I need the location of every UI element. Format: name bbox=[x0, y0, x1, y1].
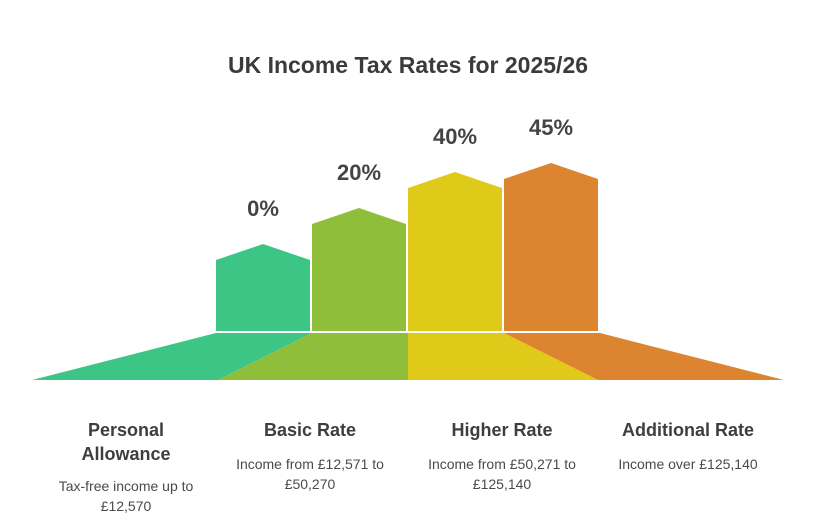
tier-additional-rate: Additional Rate Income over £125,140 bbox=[600, 418, 776, 474]
tier-description: Income over £125,140 bbox=[618, 456, 758, 472]
base-segment-basic-rate bbox=[218, 333, 408, 380]
base-segment-additional-rate bbox=[504, 333, 784, 380]
diagram-title: UK Income Tax Rates for 2025/26 bbox=[227, 52, 589, 78]
column-personal-allowance bbox=[216, 244, 310, 331]
tier-name: Higher Rate bbox=[451, 420, 553, 440]
base-segment-personal-allowance bbox=[32, 333, 312, 380]
tier-higher-rate: Higher Rate Income from £50,271 to £125,… bbox=[414, 418, 590, 494]
base-segment-higher-rate bbox=[408, 333, 598, 380]
column-basic-rate bbox=[312, 208, 406, 331]
tier-description: Income from £12,571 to £50,270 bbox=[236, 456, 384, 492]
rate-value-personal-allowance: 0% bbox=[247, 196, 279, 221]
tier-description: Income from £50,271 to £125,140 bbox=[428, 456, 576, 492]
tier-name: Additional Rate bbox=[621, 420, 754, 440]
rate-value-additional-rate: 45% bbox=[528, 115, 574, 140]
tier-description: Tax-free income up to £12,570 bbox=[58, 478, 194, 514]
tier-personal-allowance: Personal Allowance Tax-free income up to… bbox=[36, 418, 216, 516]
rate-value-higher-rate: 40% bbox=[432, 124, 478, 149]
column-higher-rate bbox=[408, 172, 502, 331]
rate-value-basic-rate: 20% bbox=[336, 160, 382, 185]
tier-name: Basic Rate bbox=[263, 420, 357, 440]
tier-basic-rate: Basic Rate Income from £12,571 to £50,27… bbox=[222, 418, 398, 494]
column-additional-rate bbox=[504, 163, 598, 331]
tier-name: Personal Allowance bbox=[81, 420, 171, 464]
